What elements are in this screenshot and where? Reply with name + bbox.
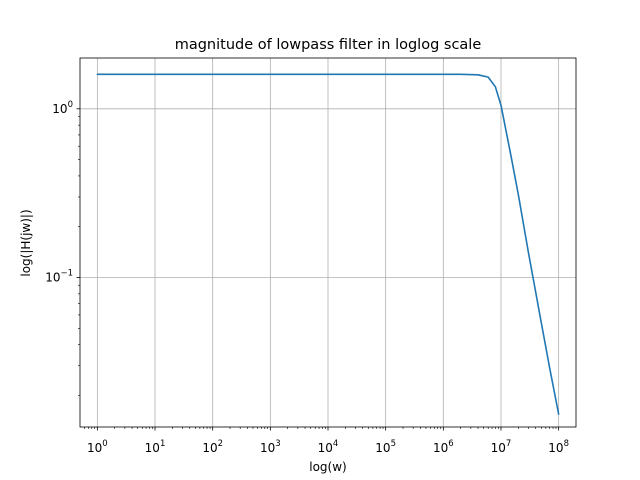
y-tick-label: 10−1	[45, 269, 73, 285]
x-tick-label: 100	[87, 439, 108, 455]
y-axis-label: log(|H(jw)|)	[19, 209, 33, 276]
x-axis-ticks: 100 101 102 103 104 105 106 107 108	[84, 427, 569, 455]
y-axis-ticks: 100 10−1	[45, 100, 80, 396]
y-tick-label: 100	[52, 100, 73, 116]
grid	[80, 58, 576, 427]
x-tick-label: 101	[145, 439, 166, 455]
x-tick-label: 103	[260, 439, 281, 455]
chart-title: magnitude of lowpass filter in loglog sc…	[175, 37, 482, 53]
x-tick-label: 107	[491, 439, 512, 455]
x-tick-label: 104	[318, 439, 339, 455]
series-line	[96, 73, 560, 415]
x-tick-label: 102	[202, 439, 223, 455]
x-tick-label: 108	[548, 439, 569, 455]
x-axis-label: log(w)	[309, 460, 346, 474]
series-layer	[96, 73, 560, 415]
x-tick-label: 106	[433, 439, 454, 455]
x-tick-label: 105	[375, 439, 396, 455]
